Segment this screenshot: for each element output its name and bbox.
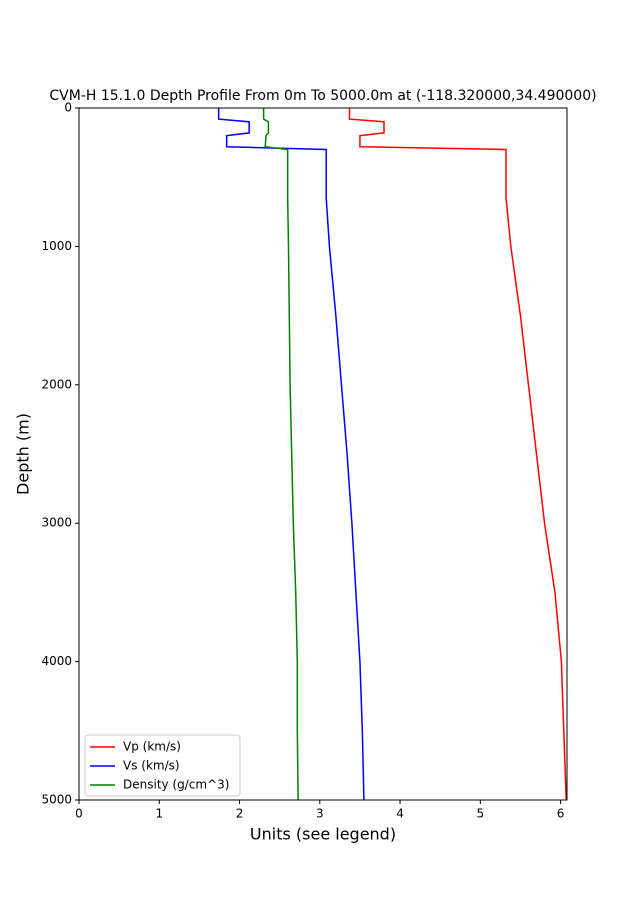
series-line — [348, 108, 567, 801]
x-tick-label: 1 — [155, 807, 163, 821]
series-line — [217, 108, 365, 801]
series-line — [262, 108, 299, 801]
chart-title: CVM-H 15.1.0 Depth Profile From 0m To 50… — [49, 88, 596, 104]
y-tick-label: 2000 — [41, 377, 72, 391]
y-tick-label: 0 — [64, 101, 72, 115]
x-tick-label: 4 — [396, 807, 404, 821]
legend-box — [84, 734, 241, 797]
y-tick-label: 3000 — [41, 516, 72, 530]
y-tick-label: 4000 — [41, 654, 72, 668]
x-tick-label: 2 — [236, 807, 244, 821]
y-tick-label: 5000 — [41, 793, 72, 807]
legend-label: Vs (km/s) — [123, 759, 180, 773]
x-axis-label: Units (see legend) — [250, 825, 396, 844]
y-tick-label: 1000 — [41, 239, 72, 253]
x-tick-label: 5 — [476, 807, 484, 821]
x-tick-label: 3 — [316, 807, 324, 821]
x-tick-label: 6 — [557, 807, 565, 821]
plot-frame — [78, 107, 568, 801]
y-axis-label: Depth (m) — [14, 413, 33, 495]
legend-label: Density (g/cm^3) — [123, 778, 229, 792]
legend-label: Vp (km/s) — [123, 740, 181, 754]
x-tick-label: 0 — [75, 807, 83, 821]
